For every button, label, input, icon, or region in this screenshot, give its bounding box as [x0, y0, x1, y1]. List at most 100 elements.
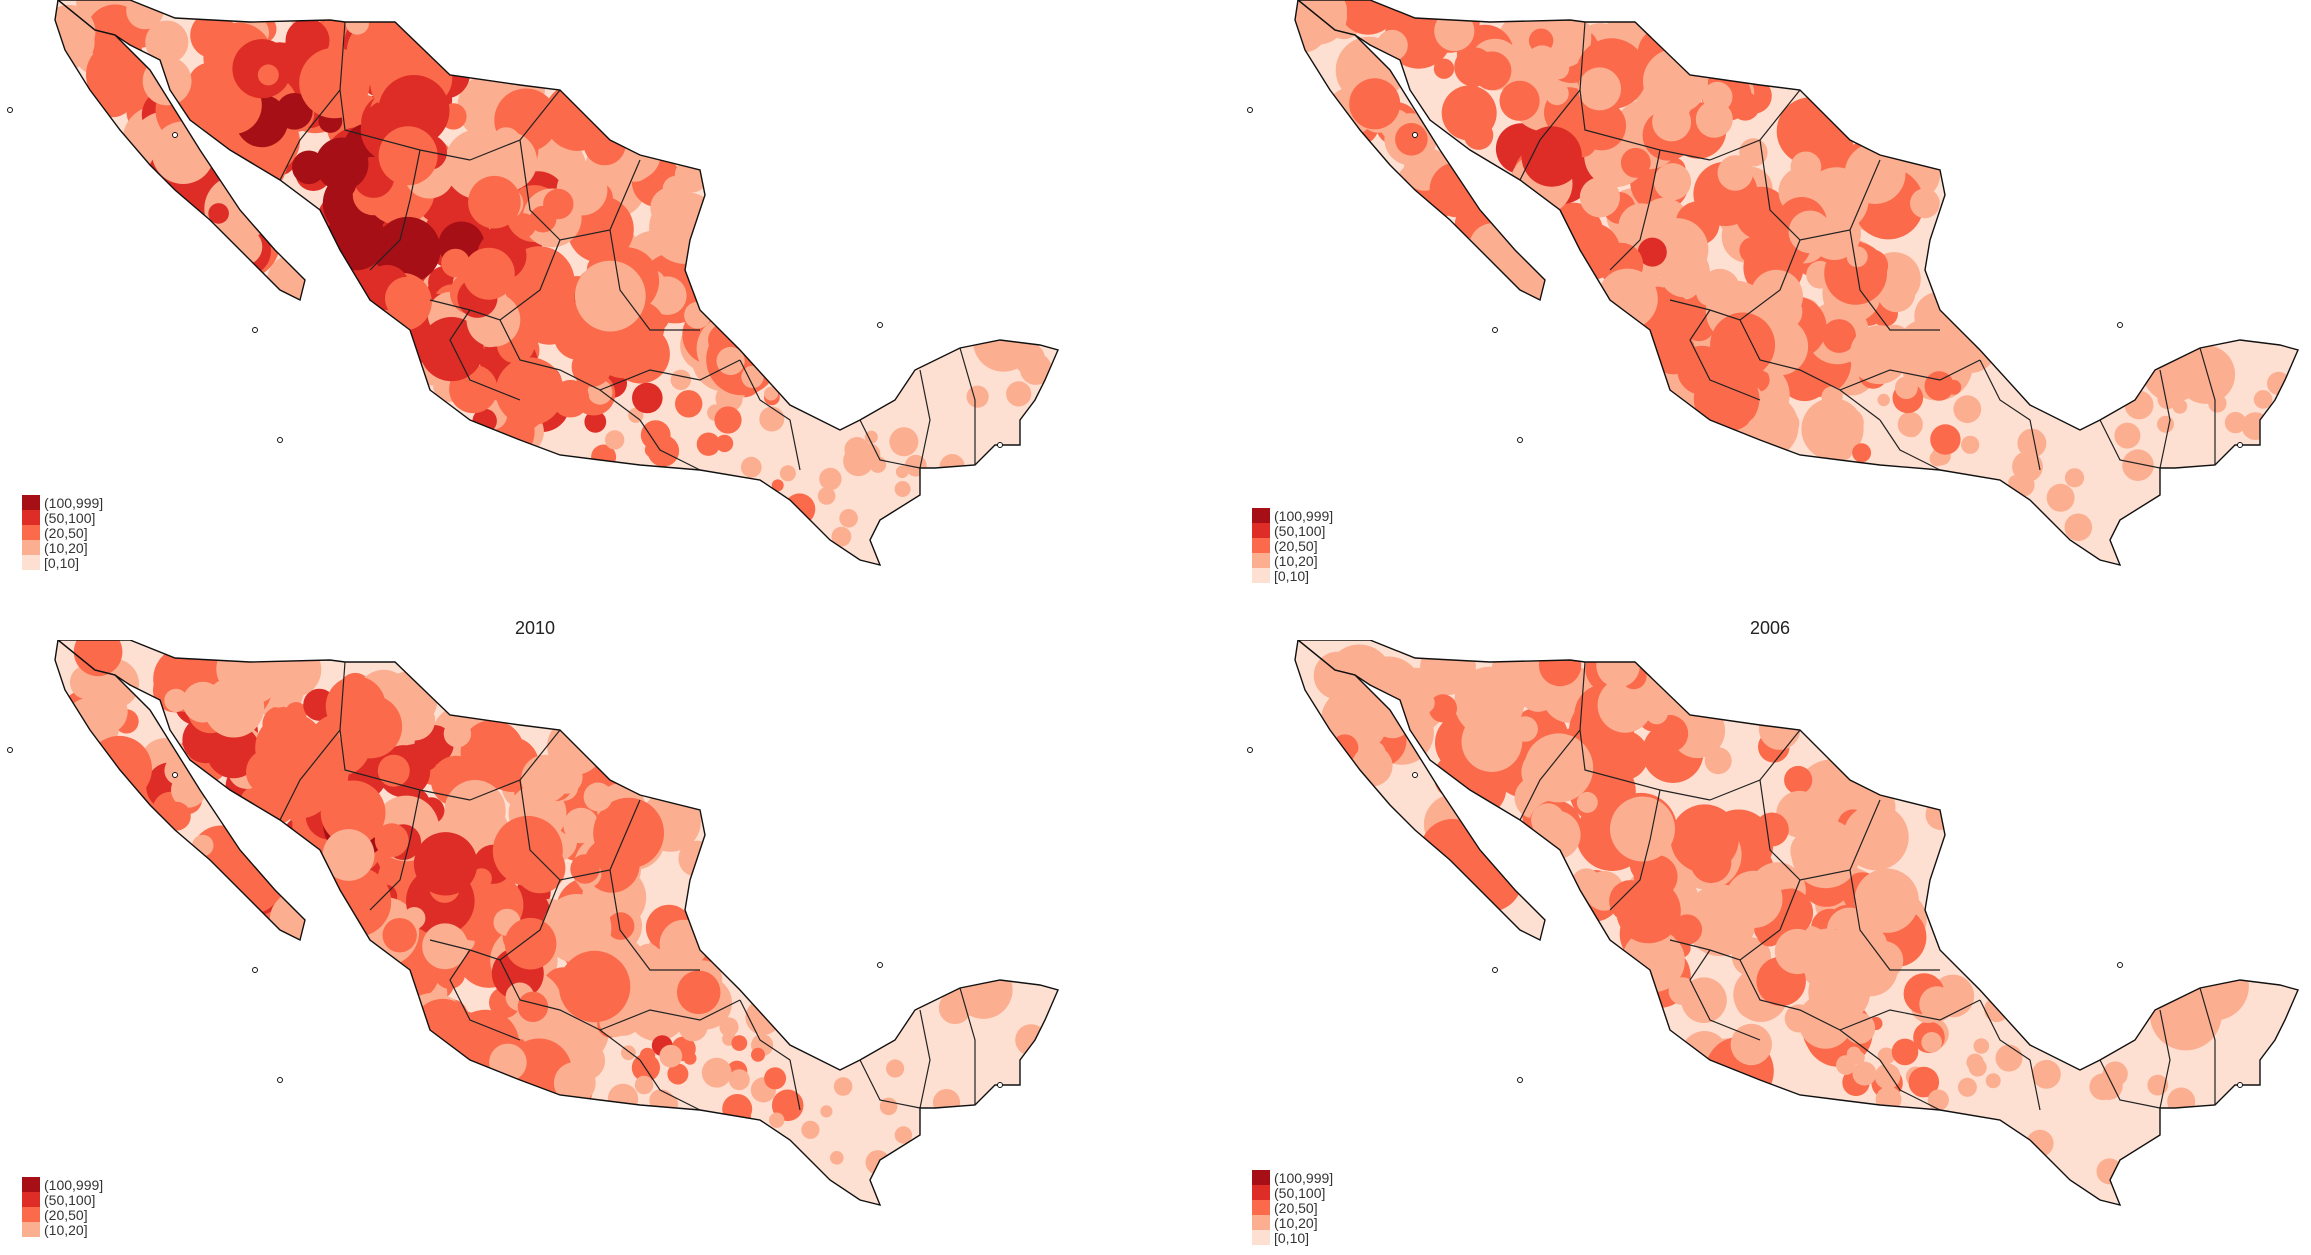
municipality-cell [382, 918, 417, 953]
island [7, 747, 13, 753]
municipality-cell [1822, 319, 1856, 353]
municipality-cell [2032, 1059, 2061, 1089]
municipality-cell [1414, 692, 1435, 714]
state-border [599, 999, 741, 1031]
state-border [919, 1009, 931, 1109]
island [2237, 1082, 2243, 1088]
municipality-cell [2157, 388, 2178, 410]
island [877, 962, 883, 968]
island [997, 1082, 1003, 1088]
municipality-cell [257, 64, 279, 86]
municipality-cell [502, 104, 528, 129]
state-border [1839, 359, 1981, 391]
municipality-cell [2122, 449, 2154, 482]
municipality-cell [164, 688, 188, 713]
state-border [599, 359, 741, 391]
municipality-cell [491, 127, 521, 157]
municipality-cell [413, 832, 478, 896]
municipality-cell [1499, 80, 1540, 121]
state-border [369, 149, 421, 271]
state-border [1689, 949, 1761, 1041]
municipality-cell [1653, 163, 1692, 201]
municipality-cell [1730, 1023, 1772, 1066]
municipality-cell [1434, 10, 1475, 52]
state-border [609, 869, 700, 971]
municipality-cell [1472, 51, 1512, 91]
municipality-cell [605, 430, 625, 450]
municipality-cell [1610, 796, 1675, 862]
municipality-cell [634, 1075, 654, 1095]
municipality-cell [1911, 326, 1975, 390]
state-border [919, 369, 931, 469]
legend-swatch [22, 555, 40, 570]
country-outline [54, 640, 306, 942]
legend-row: (50,100] [22, 510, 103, 526]
municipality-cell [55, 4, 96, 59]
municipality-cell [519, 284, 580, 345]
municipality-cell [659, 1044, 683, 1068]
municipality-cell [587, 218, 621, 252]
municipality-cell [1671, 914, 1703, 945]
municipality-cell [1875, 1086, 1902, 1113]
municipality-cell [1702, 81, 1733, 112]
island [997, 442, 1003, 448]
municipality-cell [1891, 1038, 1919, 1066]
municipality-cell [1985, 1073, 2001, 1089]
state-border [499, 319, 641, 421]
municipality-cell [831, 526, 852, 547]
municipality-cell [1013, 342, 1045, 375]
municipality-cell [618, 149, 652, 182]
legend-top-left: (100,999] (50,100] (20,50] (10,20] [0,10… [22, 495, 103, 571]
municipality-cell [331, 172, 356, 198]
municipality-cell [864, 430, 878, 444]
municipality-cells [1295, 0, 2298, 565]
municipality-cell [542, 894, 612, 963]
municipality-cell [1874, 1063, 1901, 1090]
municipality-cell [315, 137, 369, 191]
municipality-cell [2157, 415, 2174, 433]
state-border [739, 999, 801, 1111]
island [172, 772, 178, 778]
municipality-cell [1877, 1047, 1895, 1065]
municipality-cell [1524, 733, 1594, 803]
legend-label: [0,10] [1274, 1229, 1310, 1246]
legend-label: [0,10] [1274, 567, 1310, 584]
municipality-cell [1995, 1044, 2023, 1072]
municipality-cell [869, 456, 887, 473]
municipality-cell [1521, 126, 1582, 187]
municipality-cell [447, 761, 469, 783]
municipality-cell [1670, 804, 1739, 873]
municipality-cell [1571, 868, 1602, 899]
map-bottom-left [7, 640, 1059, 1207]
municipality-cell [1659, 246, 1710, 298]
municipality-cell [145, 20, 189, 64]
legend-swatch [1252, 568, 1270, 583]
island [252, 327, 258, 333]
legend-label: (50,100] [44, 1191, 96, 1208]
municipality-cell [1908, 1066, 1940, 1098]
municipality-cell [1790, 151, 1822, 183]
island [2237, 442, 2243, 448]
municipality-cell [1750, 269, 1803, 323]
legend-swatch [1252, 553, 1270, 568]
island [877, 322, 883, 328]
legend-swatch [22, 525, 40, 540]
municipality-cell [639, 1047, 656, 1064]
legend-row: [0,10] [1252, 1229, 1333, 1246]
legend-row: (50,100] [1252, 1185, 1333, 1201]
municipality-cell [1808, 961, 1871, 1024]
municipality-cell [675, 390, 703, 418]
state-border [369, 789, 421, 911]
municipality-cell [606, 912, 635, 940]
municipality-cells [1295, 640, 2298, 1205]
state-border [339, 661, 471, 801]
legend-label: (10,20] [44, 539, 88, 556]
legend-row: (20,50] [1252, 1200, 1333, 1216]
municipality-cell [1754, 812, 1789, 847]
municipality-cell [1961, 435, 1980, 454]
municipality-cell [1921, 1032, 1942, 1053]
municipality-cell [470, 739, 520, 789]
municipality-cell [217, 99, 248, 130]
municipality-cell [1930, 424, 1961, 455]
island [2117, 962, 2123, 968]
